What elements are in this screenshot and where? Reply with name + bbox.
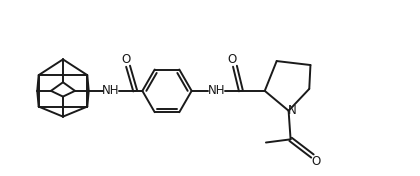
Text: O: O bbox=[312, 155, 321, 168]
Text: O: O bbox=[227, 53, 236, 66]
Text: NH: NH bbox=[102, 84, 119, 97]
Text: NH: NH bbox=[207, 84, 225, 97]
Text: O: O bbox=[121, 53, 131, 66]
Text: N: N bbox=[288, 104, 297, 117]
